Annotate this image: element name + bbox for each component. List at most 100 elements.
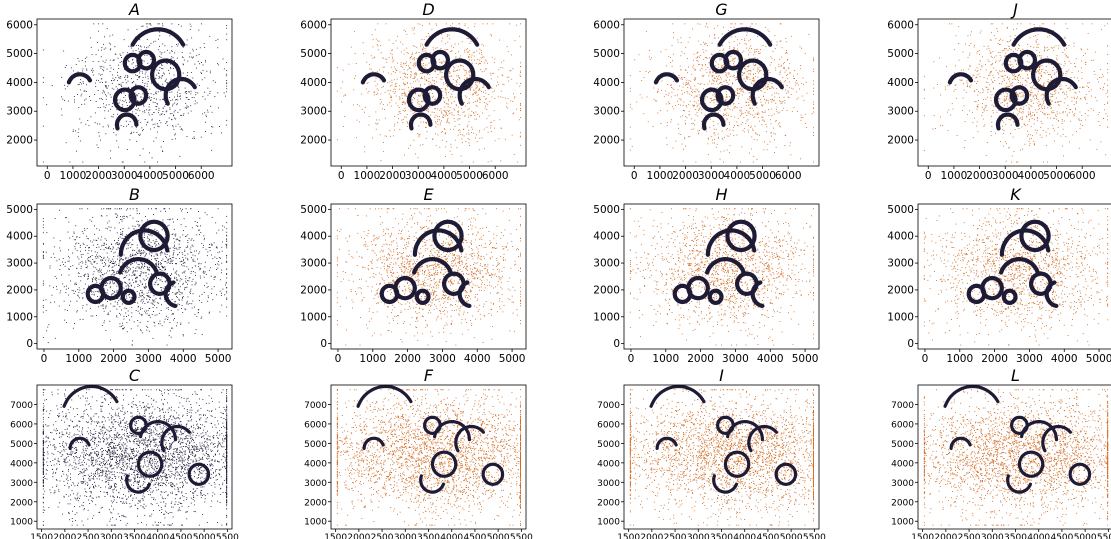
data-point [429, 74, 430, 75]
data-point [159, 110, 160, 111]
data-point [188, 106, 189, 107]
data-point [730, 23, 731, 24]
data-point [498, 69, 499, 70]
data-point [749, 96, 750, 97]
data-point [726, 94, 727, 95]
data-point [404, 50, 405, 51]
data-point [394, 116, 395, 117]
data-point [183, 115, 184, 116]
x-tick-label: 0 [44, 170, 51, 182]
data-point [113, 89, 114, 90]
data-point [630, 150, 631, 151]
data-point [444, 107, 445, 108]
data-point [422, 144, 423, 145]
data-point [1082, 125, 1083, 126]
data-point [197, 84, 198, 85]
data-point [682, 79, 683, 80]
data-point [96, 80, 97, 81]
data-point [419, 104, 420, 105]
data-point [74, 99, 75, 100]
data-point [112, 75, 113, 76]
data-point [1097, 100, 1098, 101]
data-point [680, 37, 681, 38]
data-point [121, 85, 122, 86]
data-point [750, 100, 751, 101]
data-point [153, 112, 154, 113]
data-point [1042, 65, 1043, 66]
data-point [155, 41, 156, 42]
data-point [414, 27, 415, 28]
data-point [1042, 123, 1043, 124]
data-point [147, 55, 148, 56]
data-point [768, 86, 769, 87]
data-point [158, 91, 159, 92]
data-point [703, 88, 704, 89]
data-point [174, 135, 175, 136]
data-point [701, 121, 702, 122]
data-point [172, 105, 173, 106]
data-point [800, 68, 801, 69]
data-point [1004, 130, 1005, 131]
data-point [454, 118, 455, 119]
data-point [719, 83, 720, 84]
data-point [706, 50, 707, 51]
data-point [148, 76, 149, 77]
data-point [756, 114, 757, 115]
data-point [377, 23, 378, 24]
data-point [148, 97, 149, 98]
data-point [466, 72, 467, 73]
data-point [162, 111, 163, 112]
data-point [393, 71, 394, 72]
data-point [720, 151, 721, 152]
data-point [152, 120, 153, 121]
data-point [686, 117, 687, 118]
data-point [423, 47, 424, 48]
data-point [415, 93, 416, 94]
data-point [783, 101, 784, 102]
data-point [144, 61, 145, 62]
data-point [1009, 86, 1010, 87]
data-point [775, 70, 776, 71]
data-point [456, 56, 457, 57]
data-point [1029, 145, 1030, 146]
data-point [491, 79, 492, 80]
data-point [806, 127, 807, 128]
data-point [474, 26, 475, 27]
data-point [448, 92, 449, 93]
data-point [1006, 48, 1007, 49]
data-point [369, 116, 370, 117]
data-point [699, 97, 700, 98]
data-point [1077, 78, 1078, 79]
data-point [173, 68, 174, 69]
data-point [681, 42, 682, 43]
data-point [510, 70, 511, 71]
data-point [399, 89, 400, 90]
data-point [464, 111, 465, 112]
data-point [741, 39, 742, 40]
data-point [1037, 120, 1038, 121]
data-point [766, 99, 767, 100]
data-point [182, 52, 183, 53]
data-point [187, 75, 188, 76]
data-point [437, 121, 438, 122]
data-point [118, 147, 119, 148]
data-point [337, 91, 338, 92]
data-point [377, 123, 378, 124]
data-point [500, 67, 501, 68]
data-point [757, 134, 758, 135]
data-point [1072, 112, 1073, 113]
data-point [1089, 82, 1090, 83]
data-point [468, 109, 469, 110]
data-point [367, 83, 368, 84]
data-point [717, 102, 718, 103]
data-point [187, 61, 188, 62]
data-point [720, 60, 721, 61]
data-point [740, 23, 741, 24]
data-point [78, 58, 79, 59]
data-point [759, 97, 760, 98]
data-point [734, 75, 735, 76]
data-point [424, 39, 425, 40]
data-point [686, 84, 687, 85]
data-point [170, 68, 171, 69]
